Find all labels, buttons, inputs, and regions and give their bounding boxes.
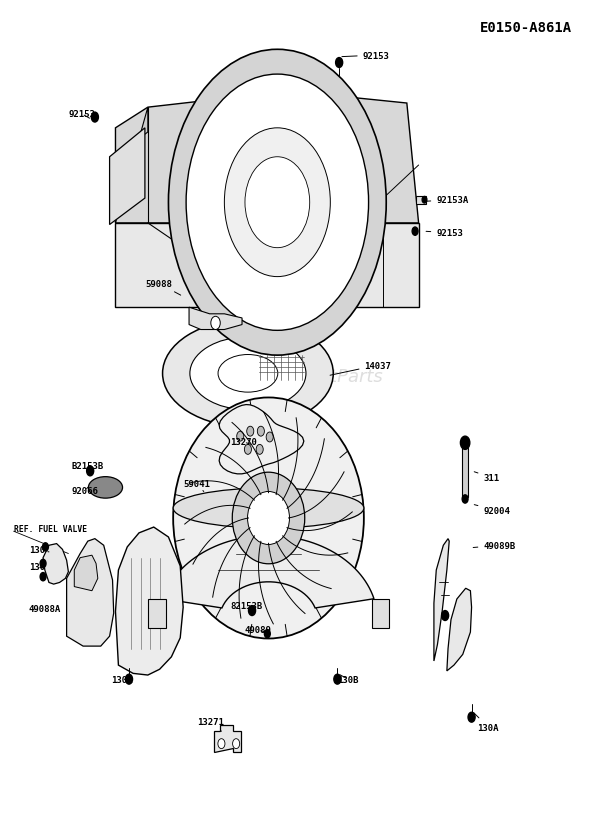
Text: 130: 130 — [29, 545, 49, 554]
Polygon shape — [116, 108, 148, 223]
Polygon shape — [67, 539, 114, 647]
Polygon shape — [148, 600, 166, 629]
Polygon shape — [189, 308, 242, 330]
Circle shape — [334, 674, 341, 684]
Text: 130B: 130B — [337, 675, 359, 684]
Polygon shape — [372, 600, 389, 629]
Polygon shape — [447, 589, 471, 671]
Polygon shape — [116, 528, 183, 675]
Circle shape — [247, 427, 254, 437]
Polygon shape — [219, 405, 304, 474]
Text: 311: 311 — [474, 472, 500, 482]
Ellipse shape — [163, 320, 333, 428]
Text: eReplacementParts: eReplacementParts — [207, 367, 383, 385]
Polygon shape — [74, 556, 98, 591]
Ellipse shape — [218, 355, 278, 393]
Text: 92004: 92004 — [474, 505, 510, 515]
Circle shape — [468, 712, 475, 722]
Circle shape — [87, 466, 94, 476]
Text: 92153: 92153 — [342, 51, 389, 60]
Text: 92066: 92066 — [71, 486, 98, 495]
Text: 130A: 130A — [474, 713, 499, 732]
Text: 13271: 13271 — [196, 717, 224, 731]
Circle shape — [264, 630, 270, 638]
Circle shape — [412, 227, 418, 236]
Ellipse shape — [190, 337, 306, 410]
Text: 14037: 14037 — [330, 361, 391, 375]
Text: 49089: 49089 — [245, 625, 272, 634]
Polygon shape — [214, 725, 241, 752]
Circle shape — [441, 611, 448, 621]
Text: 82153B: 82153B — [230, 601, 263, 610]
Polygon shape — [163, 536, 374, 608]
Ellipse shape — [248, 492, 290, 545]
Circle shape — [40, 560, 46, 568]
Circle shape — [169, 50, 386, 356]
Text: 130A: 130A — [112, 676, 133, 685]
Circle shape — [218, 739, 225, 748]
Circle shape — [40, 573, 46, 581]
Circle shape — [91, 113, 99, 123]
Circle shape — [336, 59, 343, 69]
Text: 49089B: 49089B — [473, 541, 516, 550]
Text: REF. FUEL VALVE: REF. FUEL VALVE — [14, 524, 87, 533]
Polygon shape — [116, 98, 419, 223]
Circle shape — [245, 158, 310, 248]
Bar — [462, 448, 468, 498]
Polygon shape — [110, 129, 145, 225]
Text: B2153B: B2153B — [71, 461, 104, 470]
Text: 130: 130 — [29, 562, 45, 571]
Text: 59041: 59041 — [183, 479, 210, 492]
Text: E0150-A861A: E0150-A861A — [480, 22, 572, 36]
Polygon shape — [416, 196, 425, 204]
Circle shape — [42, 543, 48, 552]
Circle shape — [256, 445, 263, 455]
Text: 13270: 13270 — [230, 438, 257, 447]
Ellipse shape — [173, 489, 364, 528]
Circle shape — [244, 445, 251, 455]
Circle shape — [266, 433, 273, 442]
Polygon shape — [434, 539, 449, 661]
Ellipse shape — [232, 472, 305, 564]
Text: 92153A: 92153A — [426, 196, 468, 205]
Circle shape — [462, 495, 468, 504]
Text: 92153: 92153 — [426, 229, 463, 238]
Circle shape — [224, 129, 330, 277]
Circle shape — [248, 606, 255, 616]
Polygon shape — [116, 223, 419, 308]
Circle shape — [232, 739, 240, 748]
Circle shape — [460, 437, 470, 450]
Ellipse shape — [173, 398, 364, 638]
Circle shape — [237, 432, 244, 442]
Circle shape — [422, 197, 427, 203]
Polygon shape — [43, 544, 68, 585]
Circle shape — [211, 317, 220, 330]
Circle shape — [186, 75, 369, 331]
Circle shape — [257, 427, 264, 437]
Ellipse shape — [88, 477, 123, 499]
Text: 92153: 92153 — [68, 110, 95, 119]
Circle shape — [126, 674, 133, 684]
Text: 49088A: 49088A — [29, 605, 61, 614]
Text: 59088: 59088 — [145, 280, 181, 296]
